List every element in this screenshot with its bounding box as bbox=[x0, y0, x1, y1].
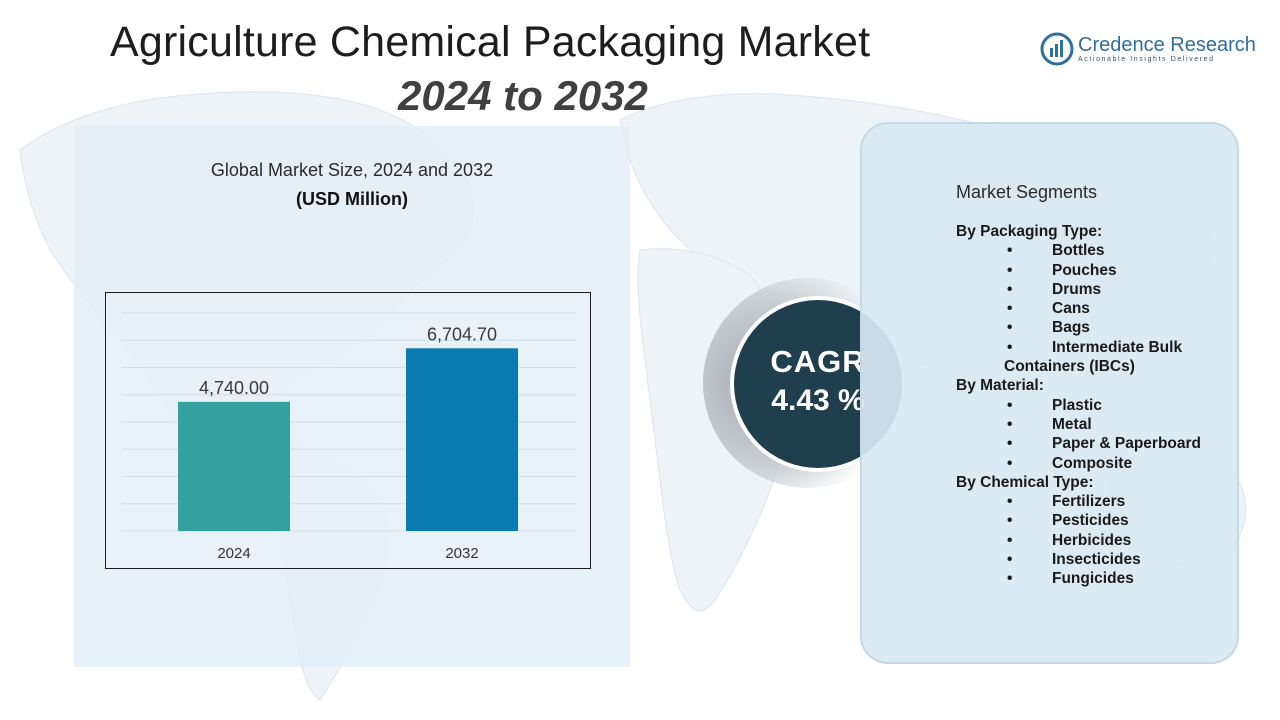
bullet-icon: • bbox=[1007, 261, 1013, 279]
segment-item-label: Herbicides bbox=[1052, 531, 1132, 549]
bullet-icon: • bbox=[1007, 280, 1013, 298]
cagr-value: 4.43 % bbox=[771, 384, 865, 417]
bar-value-label: 6,704.70 bbox=[427, 324, 497, 344]
segment-item-label: Bags bbox=[1052, 319, 1090, 337]
segment-item-label-continued: Containers (IBCs) bbox=[1004, 358, 1135, 376]
segment-item: • Drums bbox=[956, 281, 1236, 300]
chart-unit: (USD Million) bbox=[296, 189, 408, 209]
segment-item-label: Drums bbox=[1052, 280, 1102, 298]
page-title: Agriculture Chemical Packaging Market bbox=[110, 18, 871, 66]
credence-research-logo: Credence Research Actionable Insights De… bbox=[1040, 32, 1260, 72]
segments-list: By Packaging Type: • Bottles • Pouches • Drums… bbox=[956, 223, 1236, 590]
segment-heading-text: By Chemical Type: bbox=[956, 473, 1094, 491]
logo-name: Credence Research bbox=[1078, 34, 1256, 56]
bullet-icon: • bbox=[1007, 242, 1013, 260]
bar-2032 bbox=[406, 348, 518, 531]
bar-value-label: 4,740.00 bbox=[199, 378, 269, 398]
segment-item-label: Intermediate Bulk bbox=[1052, 338, 1183, 356]
x-tick-label: 2032 bbox=[445, 545, 478, 562]
segment-item: • Herbicides bbox=[956, 532, 1236, 551]
segment-item: • Bags bbox=[956, 319, 1236, 338]
bullet-icon: • bbox=[1007, 493, 1013, 511]
segment-item-continuation: Containers (IBCs) bbox=[956, 358, 1236, 377]
segment-item: • Fertilizers bbox=[956, 493, 1236, 512]
cagr-label: CAGR bbox=[770, 344, 866, 379]
segment-item: • Pesticides bbox=[956, 512, 1236, 531]
segments-panel bbox=[860, 122, 1239, 664]
segment-heading-text: By Material: bbox=[956, 377, 1044, 395]
segment-heading-text: By Packaging Type: bbox=[956, 223, 1103, 240]
segment-item-label: Metal bbox=[1052, 415, 1092, 433]
segment-item-label: Fungicides bbox=[1052, 570, 1134, 588]
segment-item: • Composite bbox=[956, 455, 1236, 474]
page-subtitle-years: 2024 to 2032 bbox=[398, 72, 648, 119]
segment-item: • Paper & Paperboard bbox=[956, 435, 1236, 454]
bar-2024 bbox=[178, 401, 290, 531]
segment-heading: By Chemical Type: bbox=[956, 474, 1236, 493]
chart-title: Global Market Size, 2024 and 2032 bbox=[210, 160, 494, 180]
bullet-icon: • bbox=[1007, 300, 1013, 318]
segment-item-label: Composite bbox=[1052, 454, 1133, 472]
bullet-icon: • bbox=[1007, 570, 1013, 588]
segment-item: • Fungicides bbox=[956, 570, 1236, 589]
segment-item: • Insecticides bbox=[956, 551, 1236, 570]
segment-item-label: Fertilizers bbox=[1052, 493, 1126, 511]
logo-icon bbox=[1040, 32, 1074, 66]
segment-item-label: Insecticides bbox=[1052, 551, 1141, 569]
bullet-icon: • bbox=[1007, 396, 1013, 414]
bar-chart: 4,740.00 2024 6,704.70 2032 bbox=[105, 292, 591, 569]
segment-item: • Plastic bbox=[956, 397, 1236, 416]
segment-item-label: Pesticides bbox=[1052, 512, 1129, 530]
bullet-icon: • bbox=[1007, 512, 1013, 530]
segment-item: • Bottles bbox=[956, 242, 1236, 261]
bullet-icon: • bbox=[1007, 338, 1013, 356]
bullet-icon: • bbox=[1007, 435, 1013, 453]
segment-item: • Pouches bbox=[956, 262, 1236, 281]
bullet-icon: • bbox=[1007, 551, 1013, 569]
bullet-icon: • bbox=[1007, 319, 1013, 337]
bullet-icon: • bbox=[1007, 531, 1013, 549]
segment-heading: By Material: bbox=[956, 377, 1236, 396]
bullet-icon: • bbox=[1007, 454, 1013, 472]
segment-item: • Metal bbox=[956, 416, 1236, 435]
segment-item-label: Cans bbox=[1052, 300, 1090, 318]
logo-tagline: Actionable Insights Delivered bbox=[1078, 56, 1215, 63]
x-tick-label: 2024 bbox=[217, 545, 250, 562]
segment-heading: By Packaging Type: bbox=[956, 223, 1236, 242]
segment-item: • Cans bbox=[956, 300, 1236, 319]
segment-item: • Intermediate Bulk bbox=[956, 339, 1236, 358]
bar-chart-plot: 4,740.00 2024 6,704.70 2032 bbox=[122, 312, 576, 562]
bullet-icon: • bbox=[1007, 415, 1013, 433]
segments-title: Market Segments bbox=[956, 182, 1098, 202]
segment-item-label: Bottles bbox=[1052, 242, 1105, 260]
segment-item-label: Paper & Paperboard bbox=[1052, 435, 1202, 453]
segment-item-label: Plastic bbox=[1052, 396, 1102, 414]
segment-item-label: Pouches bbox=[1052, 261, 1117, 279]
